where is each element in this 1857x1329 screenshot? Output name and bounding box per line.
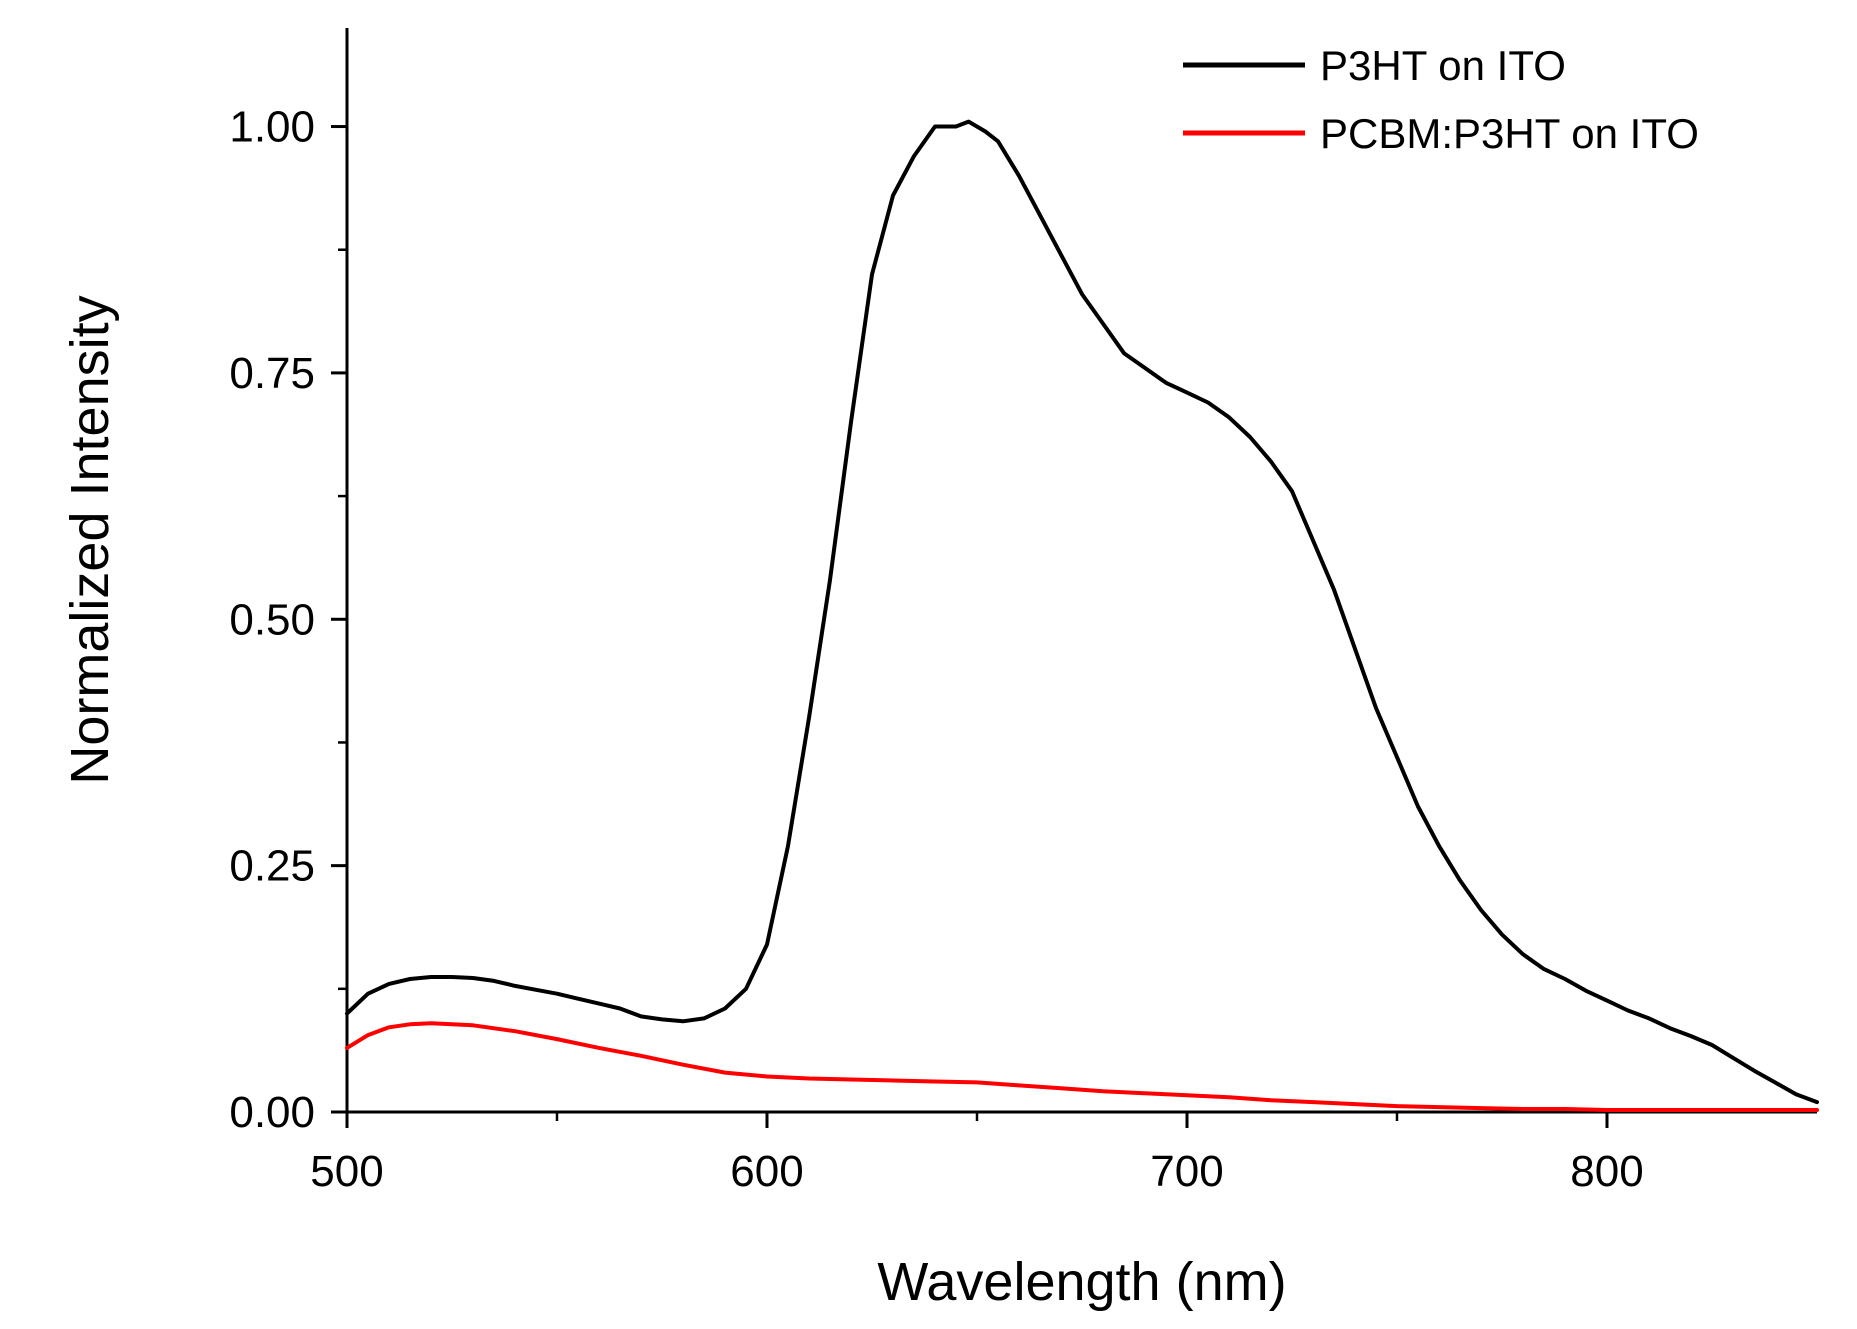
x-axis-title: Wavelength (nm) [877,1252,1286,1312]
y-tick-label: 0.25 [229,842,315,891]
legend-label-1: P3HT on ITO [1320,42,1566,89]
x-tick-label: 500 [310,1147,383,1196]
x-tick-label: 600 [730,1147,803,1196]
x-tick-label: 800 [1570,1147,1643,1196]
y-tick-label: 1.00 [229,103,315,152]
series-line-1 [345,119,1819,1105]
y-tick-label: 0.75 [229,349,315,398]
series-line-2 [345,1021,1819,1112]
legend-label-2: PCBM:P3HT on ITO [1320,110,1699,157]
y-tick-label: 0.50 [229,595,315,644]
x-tick-label: 700 [1150,1147,1223,1196]
ticks: 500 600 700 800 0.00 0.25 0.50 0.75 1.00 [229,103,1643,1196]
axes [345,28,1817,1114]
legend: P3HT on ITO PCBM:P3HT on ITO [1183,42,1699,157]
y-axis-title: Normalized Intensity [60,295,120,784]
series-layer [345,119,1819,1112]
y-tick-label: 0.00 [229,1088,315,1137]
